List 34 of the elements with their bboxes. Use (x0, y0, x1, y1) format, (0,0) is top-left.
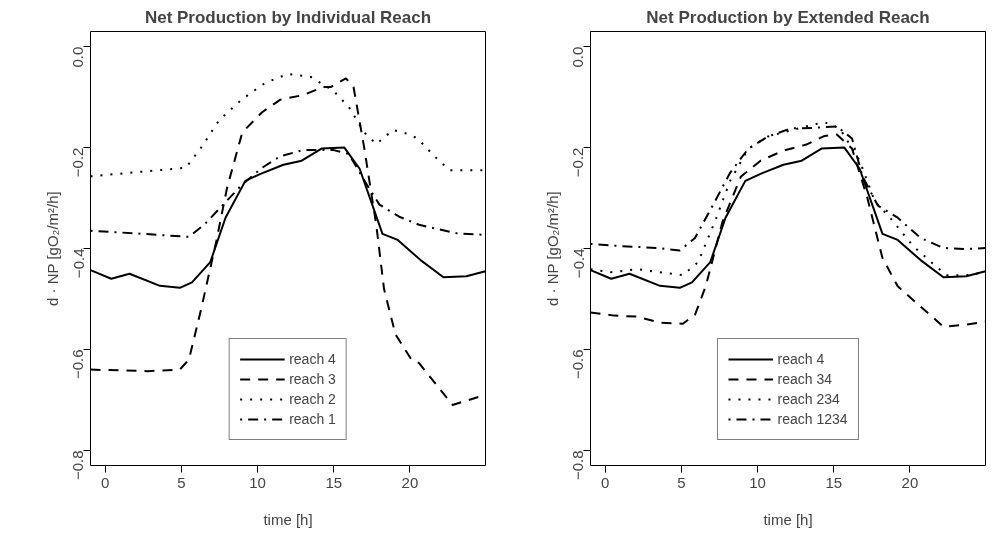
x-tick-label: 0 (600, 473, 610, 491)
y-tick-label: −0.8 (69, 450, 87, 480)
y-tick-label: −0.6 (569, 349, 587, 380)
y-tick-label: −0.4 (69, 248, 87, 279)
x-tick-label: 0 (100, 473, 110, 491)
legend-label: reach 234 (777, 391, 840, 407)
x-axis-title: time [h] (263, 510, 313, 528)
x-tick-label: 10 (249, 473, 266, 491)
chart-title: Net Production by Extended Reach (646, 7, 930, 27)
y-tick-label: −0.2 (569, 147, 587, 178)
legend-label: reach 4 (289, 351, 336, 367)
x-tick-label: 20 (901, 473, 919, 491)
legend-label: reach 1234 (777, 411, 848, 427)
legend-label: reach 34 (777, 371, 832, 387)
legend-label: reach 4 (777, 351, 825, 367)
x-tick-label: 15 (825, 473, 843, 491)
y-tick-label: −0.8 (569, 450, 587, 480)
y-tick-label: 0.0 (569, 46, 587, 68)
y-tick-label: −0.6 (69, 349, 87, 380)
legend-label: reach 1 (289, 411, 336, 427)
legend-label: reach 2 (289, 391, 336, 407)
y-axis-title: d · NP [gO₂/m²/h] (43, 191, 61, 307)
legend-label: reach 3 (289, 371, 336, 387)
x-tick-label: 5 (677, 473, 686, 491)
chart-title: Net Production by Individual Reach (144, 7, 432, 27)
y-axis-title: d · NP [gO₂/m²/h] (543, 191, 561, 307)
x-tick-label: 20 (401, 473, 419, 491)
y-tick-label: 0.0 (69, 46, 87, 68)
x-tick-label: 15 (325, 473, 343, 491)
x-tick-label: 10 (749, 473, 766, 491)
x-tick-label: 5 (177, 473, 186, 491)
y-tick-label: −0.2 (69, 147, 87, 178)
y-tick-label: −0.4 (569, 248, 587, 279)
x-axis-title: time [h] (763, 510, 813, 528)
